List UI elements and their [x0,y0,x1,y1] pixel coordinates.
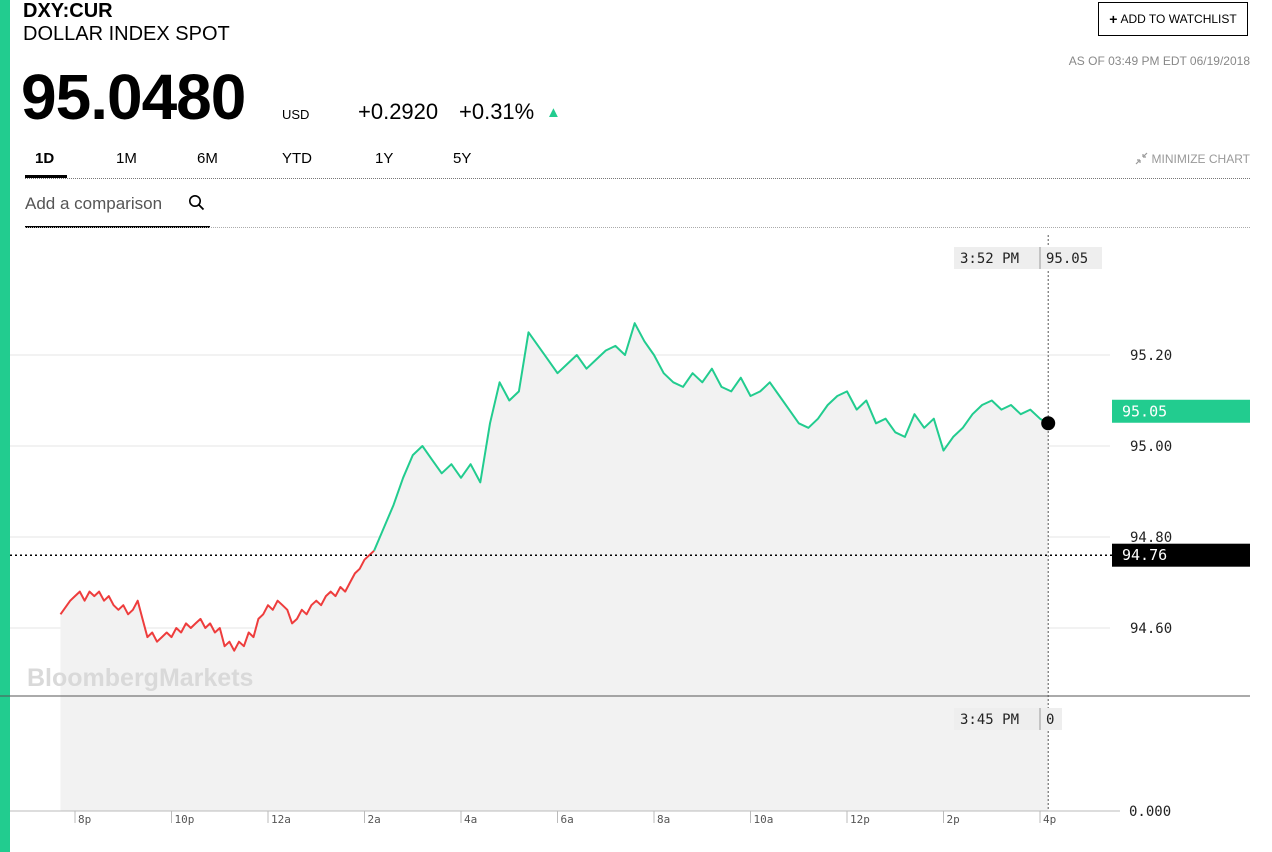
crosshair-label-bottom: 3:45 PM 0 [954,708,1062,730]
x-tick-label: 12p [850,813,870,826]
minimize-arrows-icon [1135,152,1147,165]
tab-6m[interactable]: 6M [197,150,218,167]
price-series-line [59,549,375,652]
chart-top-divider [25,227,1250,228]
price-change: +0.2920 [358,99,439,124]
minimize-chart-button[interactable]: MINIMIZE CHART [1135,152,1250,166]
crosshair-volume-value: 0 [1046,712,1054,728]
x-tick-label: 2a [368,813,381,826]
accent-bar [0,0,10,852]
y-axis-ticks: 95.20 95.00 94.80 94.60 [1130,348,1172,637]
up-triangle-icon: ▲ [546,104,561,121]
minimize-chart-label: MINIMIZE CHART [1151,152,1250,166]
tab-ytd[interactable]: YTD [282,150,312,167]
last-price-dot [1041,416,1056,431]
crosshair-label-top: 3:52 PM 95.05 [954,247,1102,269]
add-to-watchlist-button[interactable]: + ADD TO WATCHLIST [1098,2,1248,36]
x-tick-label: 6a [561,813,574,826]
ticker-symbol: DXY:CUR [23,0,113,22]
x-axis-ticks: 8p 10p 12a 2a 4a 6a 8a 10a 12p 2p 4p [10,810,1120,826]
volume-axis-label: 0.000 [1129,804,1171,820]
search-icon[interactable] [188,194,206,212]
plus-icon: + [1109,11,1118,27]
as-of-timestamp: AS OF 03:49 PM EDT 06/19/2018 [1068,54,1250,68]
previous-close-tag: 94.76 [1112,543,1250,567]
y-tick-label: 94.80 [1130,530,1172,546]
tab-1y[interactable]: 1Y [375,150,394,167]
x-tick-label: 4a [464,813,477,826]
y-tick-label: 95.20 [1130,348,1172,364]
area-fill [60,323,1049,811]
price-lines [59,322,1049,652]
comparison-search-input[interactable] [25,190,180,218]
previous-close-tag-text: 94.76 [1122,546,1167,564]
x-tick-label: 10p [175,813,195,826]
crosshair-time: 3:52 PM [960,251,1019,267]
add-to-watchlist-label: ADD TO WATCHLIST [1120,12,1237,26]
previous-close-tag-bg [1112,543,1250,567]
watermark: BloombergMarkets [27,664,253,692]
tab-5y[interactable]: 5Y [453,150,472,167]
active-tab-indicator [25,175,67,178]
y-tick-label: 95.00 [1130,439,1172,455]
instrument-name: DOLLAR INDEX SPOT [23,23,230,45]
price-change-percent: +0.31% [459,99,535,124]
x-tick-label: 4p [1043,813,1056,826]
crosshair-value: 95.05 [1046,251,1088,267]
x-tick-label: 8p [78,813,91,826]
price-series-line [373,322,1049,552]
x-tick-label: 10a [754,813,774,826]
last-price: 95.0480 [21,61,246,133]
last-price-tag-bg [1112,399,1250,423]
last-price-tag-text: 95.05 [1122,402,1167,420]
x-tick-label: 2p [947,813,960,826]
currency-label: USD [282,107,310,122]
x-tick-label: 12a [271,813,291,826]
crosshair-top-bg [954,247,1102,269]
range-tabs: 1D 1M 6M YTD 1Y 5Y MINIMIZE CHART [25,144,1250,179]
last-price-tag: 95.05 [1112,399,1250,423]
tab-1m[interactable]: 1M [116,150,137,167]
y-tick-label: 94.60 [1130,621,1172,637]
tab-1d[interactable]: 1D [35,150,55,167]
crosshair-bottom-bg [954,708,1062,730]
x-tick-label: 8a [657,813,670,826]
crosshair-volume-time: 3:45 PM [960,712,1019,728]
